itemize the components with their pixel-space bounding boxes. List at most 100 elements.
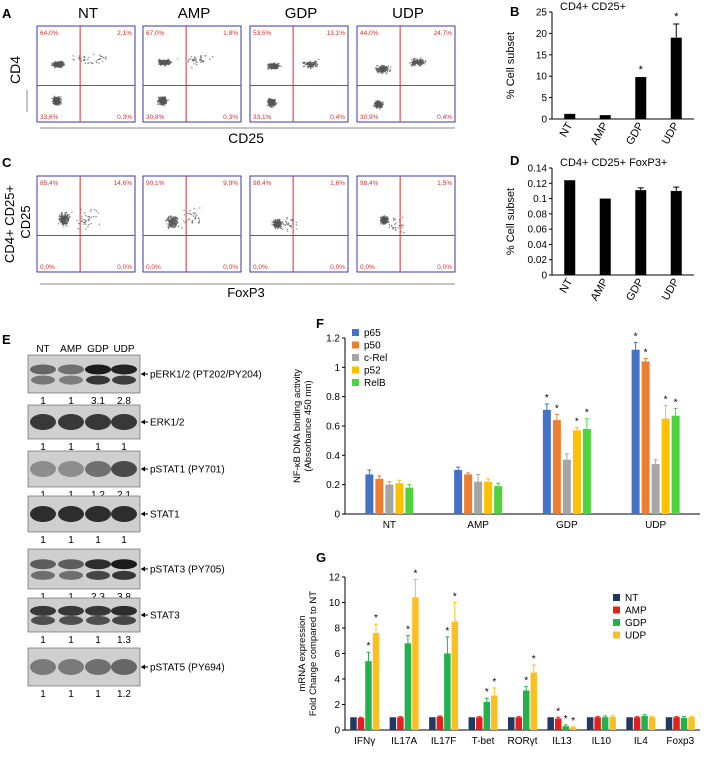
blot-row-label: pSTAT3 (PY705) (150, 565, 225, 576)
chart-f-y-tick-label: 0 (334, 510, 340, 521)
flow-a-event-dot (159, 99, 161, 101)
flow-a-event-dot (382, 70, 384, 73)
flow-c-event-dot (170, 215, 173, 218)
flow-a-event-dot (380, 106, 382, 109)
flow-a-event-dot (162, 60, 165, 62)
flow-a-event-dot (269, 100, 271, 102)
chart-f-significance-star: * (555, 403, 559, 414)
flow-a-event-dot (54, 100, 56, 103)
flow-c-event-dot (291, 219, 293, 222)
flow-c-event-dot (286, 223, 288, 226)
chart-f-y-tick-label: 0.6 (326, 422, 340, 433)
flow-a-event-dot (390, 66, 392, 68)
flow-c-event-dot (64, 212, 66, 214)
blot-lane-label: UDP (113, 344, 134, 355)
chart-f-legend-label: p52 (364, 366, 381, 377)
flow-a-event-dot (412, 63, 414, 65)
flow-c-event-dot (166, 223, 168, 225)
blot-row-label: STAT3 (150, 611, 180, 622)
flow-c-event-dot (71, 211, 73, 213)
chart-d-y-tick-label: 0.04 (528, 240, 548, 251)
flow-a-event-dot (422, 62, 424, 65)
flow-a-event-dot (164, 64, 166, 67)
flow-a-event-dot (410, 61, 412, 64)
chart-f-bar (572, 430, 581, 514)
flow-c-event-dot (393, 228, 395, 230)
chart-g-bar (365, 661, 372, 730)
flow-a-event-dot (195, 58, 197, 60)
flow-a-event-dot (166, 60, 168, 62)
flow-a-event-dot (189, 58, 192, 60)
flow-a-event-dot (191, 59, 194, 61)
flow-a-event-dot (60, 66, 62, 69)
chart-d-ylabel: % Cell subset (505, 188, 517, 255)
chart-f-significance-star: * (644, 348, 648, 359)
chart-g-significance-star: * (367, 641, 371, 652)
flow-a-event-dot (424, 60, 427, 62)
panel-e-western-blots: NT AMP GDP UDP pERK1/2 (PT202/PY204) 1 1 3.1 2.8… (27, 344, 262, 700)
flow-a-event-dot (188, 58, 190, 60)
flow-c-event-dot (192, 212, 194, 214)
flow-a-title-gdp: GDP (285, 5, 318, 22)
blot-quant-value: 1 (68, 689, 74, 700)
flow-a-event-dot (158, 58, 161, 60)
chart-f-x-tick-label: GDP (556, 520, 578, 531)
chart-f-bar (542, 409, 551, 514)
flow-c-event-dot (290, 219, 292, 221)
chart-f-bar (641, 361, 650, 514)
flow-a-quadrant-ll: 30,9% (360, 114, 379, 121)
flow-c-event-dot (277, 228, 279, 230)
flow-a-event-dot (413, 65, 416, 67)
flow-c-event-dot (81, 217, 83, 220)
flow-a-event-dot (167, 63, 170, 66)
flow-c-event-dot (168, 220, 170, 222)
chart-f-bar (661, 418, 670, 514)
flow-a-plot-2: 53,5% 13,1% 33,1% 0,4% (249, 25, 349, 123)
chart-g-ylabel-line: mRNA expression (297, 615, 308, 691)
chart-f-bar (484, 481, 493, 514)
chart-g-x-tick-label: IFNγ (354, 736, 375, 747)
flow-a-event-dot (61, 63, 64, 65)
flow-a-event-dot (57, 65, 59, 67)
flow-a-event-dot (419, 58, 421, 61)
flow-a-event-dot (383, 69, 385, 72)
chart-f-x-tick-label: NT (383, 520, 396, 531)
flow-a-event-dot (58, 104, 60, 106)
flow-a-event-dot (169, 60, 171, 62)
chart-b-x-tick-label: UDP (660, 121, 682, 147)
flow-a-event-dot (58, 64, 61, 67)
flow-a-event-dot (167, 58, 169, 60)
chart-f-y-tick-label: 1.2 (326, 334, 340, 345)
blot-band (30, 605, 56, 616)
flow-c-event-dot (57, 223, 60, 225)
flow-a-event-dot (414, 63, 416, 66)
flow-a-event-dot (307, 63, 309, 66)
flow-c-quadrant-ul: 85,4% (40, 180, 59, 187)
flow-c-quadrant-ul: 90,1% (146, 180, 165, 187)
chart-f-bar (494, 486, 503, 514)
chart-g-significance-star: * (374, 613, 378, 624)
blot-arrow-head (141, 419, 145, 425)
flow-a-event-dot (52, 97, 54, 100)
flow-a-event-dot (187, 61, 189, 63)
flow-c-event-dot (169, 216, 172, 218)
flow-c-event-dot (278, 222, 280, 225)
flow-a-event-dot (53, 98, 55, 100)
chart-b-bar (599, 115, 611, 119)
flow-a-event-dot (271, 104, 273, 107)
chart-g-significance-star: * (485, 687, 489, 698)
flow-a-title-amp: AMP (178, 5, 211, 22)
blot-band (85, 364, 111, 375)
flow-a-event-dot (383, 71, 385, 73)
flow-a-event-dot (158, 99, 160, 101)
flow-a-title-nt: NT (78, 5, 98, 22)
flow-a-event-dot (159, 100, 162, 103)
flow-a-event-dot (162, 97, 164, 99)
flow-a-event-dot (383, 66, 386, 69)
flow-c-event-dot (393, 218, 396, 220)
chart-b-x-tick-label: NT (558, 120, 576, 139)
flow-a-event-dot (60, 101, 62, 103)
flow-a-event-dot (190, 56, 193, 58)
chart-f-y-tick-label: 0.4 (326, 451, 340, 462)
flow-a-event-dot (91, 62, 93, 65)
